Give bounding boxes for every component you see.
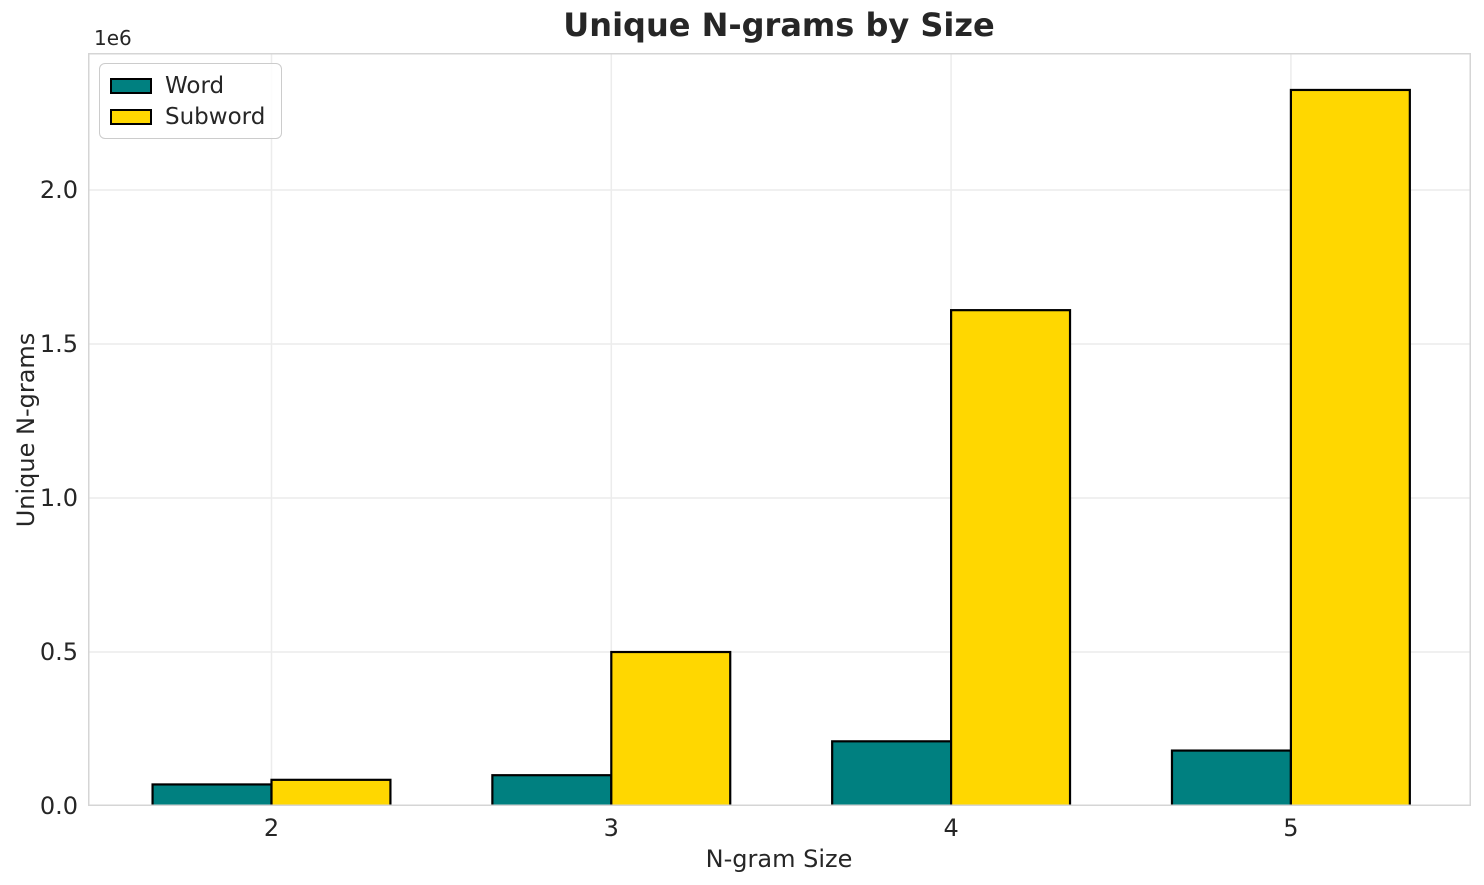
bar-subword-4 bbox=[950, 309, 1072, 806]
legend-label-word: Word bbox=[165, 72, 225, 99]
y-tick-label-2.0: 2.0 bbox=[39, 176, 78, 205]
x-tick-label-4: 4 bbox=[943, 814, 959, 842]
axes-spines bbox=[88, 53, 1471, 806]
bar-word-2 bbox=[151, 783, 273, 806]
legend-swatch-subword bbox=[110, 108, 152, 125]
bar-subword-5 bbox=[1289, 88, 1411, 806]
bar-subword-2 bbox=[270, 778, 392, 806]
legend-label-subword: Subword bbox=[165, 103, 266, 130]
x-tick-label-3: 3 bbox=[603, 814, 619, 842]
legend-item-word: Word bbox=[110, 72, 265, 99]
y-tick-label-0.0: 0.0 bbox=[39, 792, 78, 820]
y-tick-label-1.5: 1.5 bbox=[39, 330, 78, 359]
x-tick-label-2: 2 bbox=[263, 814, 280, 842]
y-tick-label-0.5: 0.5 bbox=[39, 638, 78, 666]
x-tick-label-5: 5 bbox=[1283, 814, 1299, 842]
bar-subword-3 bbox=[610, 650, 732, 806]
bar-word-3 bbox=[491, 774, 613, 806]
plot-area bbox=[88, 53, 1471, 806]
legend: Word Subword bbox=[99, 63, 283, 139]
legend-item-subword: Subword bbox=[110, 103, 265, 130]
chart-title: Unique N-grams by Size bbox=[563, 6, 995, 44]
bar-word-5 bbox=[1170, 749, 1293, 806]
bar-word-4 bbox=[831, 740, 953, 806]
y-axis-offset-label: 1e6 bbox=[94, 26, 132, 50]
legend-swatch-word bbox=[110, 77, 152, 94]
x-axis-label: N-gram Size bbox=[705, 845, 853, 873]
y-tick-label-1.0: 1.0 bbox=[39, 484, 78, 513]
